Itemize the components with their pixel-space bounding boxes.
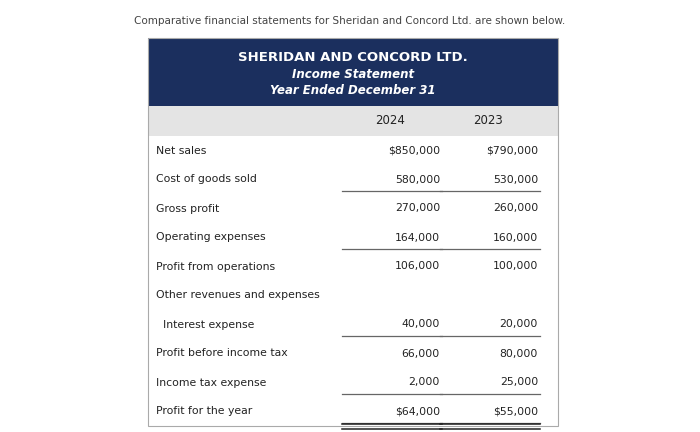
Text: $790,000: $790,000 (486, 146, 538, 156)
Text: Other revenues and expenses: Other revenues and expenses (156, 290, 320, 301)
Text: 270,000: 270,000 (395, 203, 440, 213)
Text: Cost of goods sold: Cost of goods sold (156, 175, 257, 184)
Text: 66,000: 66,000 (402, 349, 440, 359)
Text: Year Ended December 31: Year Ended December 31 (270, 84, 435, 97)
Text: 164,000: 164,000 (395, 232, 440, 242)
Text: Income Statement: Income Statement (292, 68, 414, 81)
Text: Operating expenses: Operating expenses (156, 232, 265, 242)
Text: 20,000: 20,000 (500, 320, 538, 330)
Text: Comparative financial statements for Sheridan and Concord Ltd. are shown below.: Comparative financial statements for She… (134, 16, 566, 26)
Text: 580,000: 580,000 (395, 175, 440, 184)
FancyBboxPatch shape (148, 136, 558, 426)
Text: 100,000: 100,000 (493, 261, 538, 271)
Text: 106,000: 106,000 (395, 261, 440, 271)
Text: $64,000: $64,000 (395, 407, 440, 416)
Text: Profit from operations: Profit from operations (156, 261, 275, 271)
Text: 2023: 2023 (473, 114, 503, 127)
FancyBboxPatch shape (148, 38, 558, 106)
Text: $850,000: $850,000 (388, 146, 440, 156)
Text: 160,000: 160,000 (493, 232, 538, 242)
FancyBboxPatch shape (130, 0, 570, 432)
Text: SHERIDAN AND CONCORD LTD.: SHERIDAN AND CONCORD LTD. (238, 51, 468, 64)
Text: 530,000: 530,000 (493, 175, 538, 184)
Text: Profit before income tax: Profit before income tax (156, 349, 288, 359)
Text: Income tax expense: Income tax expense (156, 378, 267, 388)
Text: 2,000: 2,000 (409, 378, 440, 388)
Text: Gross profit: Gross profit (156, 203, 219, 213)
Text: 25,000: 25,000 (500, 378, 538, 388)
Text: Interest expense: Interest expense (156, 320, 254, 330)
Text: 80,000: 80,000 (500, 349, 538, 359)
Text: 260,000: 260,000 (493, 203, 538, 213)
Text: 40,000: 40,000 (402, 320, 440, 330)
Text: 2024: 2024 (375, 114, 405, 127)
FancyBboxPatch shape (148, 106, 558, 136)
Text: Profit for the year: Profit for the year (156, 407, 252, 416)
Text: Net sales: Net sales (156, 146, 206, 156)
Text: $55,000: $55,000 (493, 407, 538, 416)
